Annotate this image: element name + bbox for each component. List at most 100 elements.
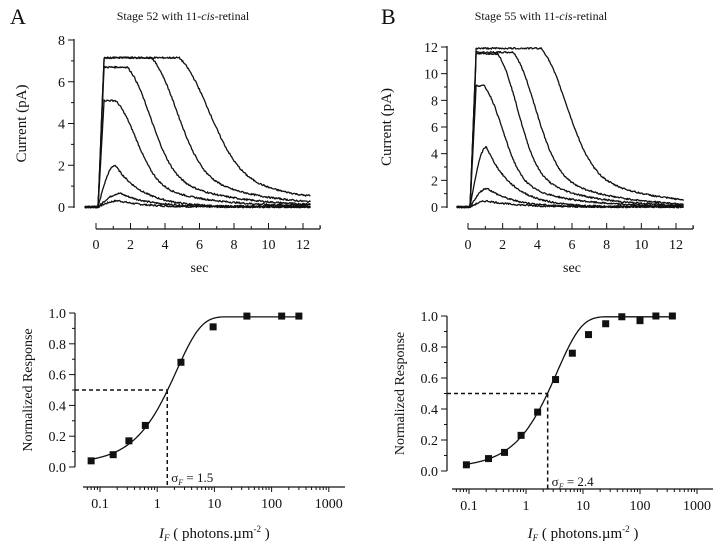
chart-title: Stage 52 with 11-cis-retinal bbox=[117, 9, 250, 23]
data-point bbox=[585, 331, 593, 339]
data-point bbox=[501, 448, 509, 456]
y-tick-label: 0.6 bbox=[49, 369, 67, 384]
x-tick-label: 0.1 bbox=[460, 499, 478, 514]
xlabel-unit: ( photons.µm bbox=[169, 526, 253, 542]
xlabel-close: ) bbox=[261, 526, 270, 542]
y-axis-label: Current (pA) bbox=[14, 85, 30, 163]
data-point bbox=[568, 349, 576, 357]
data-point bbox=[87, 457, 95, 465]
y-axis-label: Normalized Response bbox=[393, 332, 408, 455]
xlabel-I: I bbox=[527, 526, 534, 542]
x-tick-label: 10 bbox=[634, 238, 648, 253]
xlabel-unit: ( photons.µm bbox=[538, 526, 622, 542]
y-tick-label: 0.2 bbox=[49, 430, 67, 445]
x-tick-label: 10 bbox=[262, 238, 276, 253]
x-tick-label: 4 bbox=[162, 238, 169, 253]
fit-curve bbox=[90, 316, 299, 460]
trace-trace-7 bbox=[456, 46, 685, 209]
xlabel-I: I bbox=[158, 526, 165, 542]
sigma-symbol: σ bbox=[171, 470, 178, 485]
trace-trace-6 bbox=[84, 56, 311, 209]
sigma-annotation: σF = 1.5 bbox=[171, 470, 213, 487]
x-tick-label: 12 bbox=[669, 238, 683, 253]
x-tick-label: 0 bbox=[93, 238, 100, 253]
title-part: Stage 52 with 11- bbox=[117, 9, 202, 23]
sigma-value: = 1.5 bbox=[183, 470, 213, 485]
xlabel-sub: F bbox=[163, 533, 170, 543]
data-point bbox=[125, 437, 133, 445]
data-point bbox=[552, 376, 560, 384]
data-point bbox=[177, 358, 185, 366]
panel-A-bottom: 0.0 0.2 0.4 0.6 0.8 1.0 Normalized Response 0.1… bbox=[21, 307, 345, 543]
x-tick-label: 2 bbox=[499, 238, 506, 253]
x-tick-label: 100 bbox=[630, 499, 651, 514]
panel-label: A bbox=[10, 4, 26, 29]
x-tick-label: 1 bbox=[154, 497, 161, 512]
trace-trace-4 bbox=[84, 99, 311, 209]
y-tick-label: 0.0 bbox=[49, 461, 67, 476]
y-tick-label: 0.8 bbox=[421, 341, 439, 356]
x-tick-label: 12 bbox=[296, 238, 310, 253]
panel-label: B bbox=[381, 4, 396, 29]
xlabel-close: ) bbox=[630, 526, 639, 542]
x-tick-label: 6 bbox=[196, 238, 203, 253]
xlabel-sub: F bbox=[532, 533, 539, 543]
title-part: Stage 55 with 11- bbox=[475, 9, 560, 23]
trace-trace-2 bbox=[84, 192, 311, 209]
x-tick-label: 6 bbox=[569, 238, 576, 253]
data-point bbox=[209, 323, 217, 331]
y-tick-label: 0.6 bbox=[421, 372, 439, 387]
title-part: -retinal bbox=[573, 9, 608, 23]
data-point bbox=[278, 312, 286, 320]
x-axis-label: IF ( photons.µm-2 ) bbox=[158, 524, 270, 543]
panel-B-bottom: 0.0 0.2 0.4 0.6 0.8 1.0 Normalized Response 0.1… bbox=[393, 310, 713, 543]
y-tick-label: 0 bbox=[431, 201, 438, 216]
y-tick-label: 0.4 bbox=[49, 399, 67, 414]
data-point bbox=[295, 312, 303, 320]
y-tick-label: 8 bbox=[431, 94, 438, 109]
data-point bbox=[517, 431, 525, 439]
title-part: cis bbox=[559, 9, 573, 23]
y-tick-label: 1.0 bbox=[49, 307, 67, 322]
y-tick-label: 4 bbox=[58, 118, 65, 133]
y-tick-label: 0 bbox=[58, 201, 65, 216]
data-point bbox=[618, 313, 626, 321]
y-tick-label: 0.0 bbox=[421, 465, 439, 480]
y-tick-label: 2 bbox=[431, 174, 438, 189]
x-tick-label: 2 bbox=[127, 238, 134, 253]
x-tick-label: 4 bbox=[534, 238, 541, 253]
x-axis-label: sec bbox=[191, 261, 209, 276]
data-point bbox=[668, 312, 676, 320]
sigma-subscript: F bbox=[177, 478, 183, 487]
y-tick-label: 1.0 bbox=[421, 310, 439, 325]
trace-trace-4 bbox=[456, 84, 684, 209]
title-part: -retinal bbox=[215, 9, 250, 23]
sigma-value: = 2.4 bbox=[564, 474, 595, 489]
data-point bbox=[243, 312, 251, 320]
y-axis-label: Normalized Response bbox=[21, 328, 36, 451]
x-tick-label: 1000 bbox=[315, 497, 343, 512]
y-tick-label: 12 bbox=[424, 41, 438, 56]
data-point bbox=[485, 455, 493, 463]
sigma-subscript: F bbox=[558, 482, 564, 491]
y-tick-label: 8 bbox=[58, 34, 65, 49]
x-tick-label: 8 bbox=[603, 238, 610, 253]
trace-trace-6 bbox=[456, 50, 684, 209]
y-tick-label: 4 bbox=[431, 148, 438, 163]
x-tick-label: 10 bbox=[576, 499, 590, 514]
trace-trace-7 bbox=[84, 56, 311, 209]
x-axis-label: sec bbox=[563, 261, 581, 276]
x-tick-label: 0.1 bbox=[91, 497, 109, 512]
data-point bbox=[602, 320, 610, 328]
y-tick-label: 10 bbox=[424, 68, 438, 83]
trace-trace-5 bbox=[456, 52, 684, 209]
y-tick-label: 0.4 bbox=[421, 403, 439, 418]
x-tick-label: 1 bbox=[523, 499, 530, 514]
x-axis-label: IF ( photons.µm-2 ) bbox=[527, 524, 639, 543]
data-point bbox=[652, 312, 660, 320]
data-point bbox=[109, 451, 117, 459]
data-point bbox=[534, 408, 542, 416]
data-point bbox=[636, 317, 644, 325]
sigma-annotation: σF = 2.4 bbox=[552, 474, 594, 491]
y-tick-label: 0.8 bbox=[49, 338, 67, 353]
